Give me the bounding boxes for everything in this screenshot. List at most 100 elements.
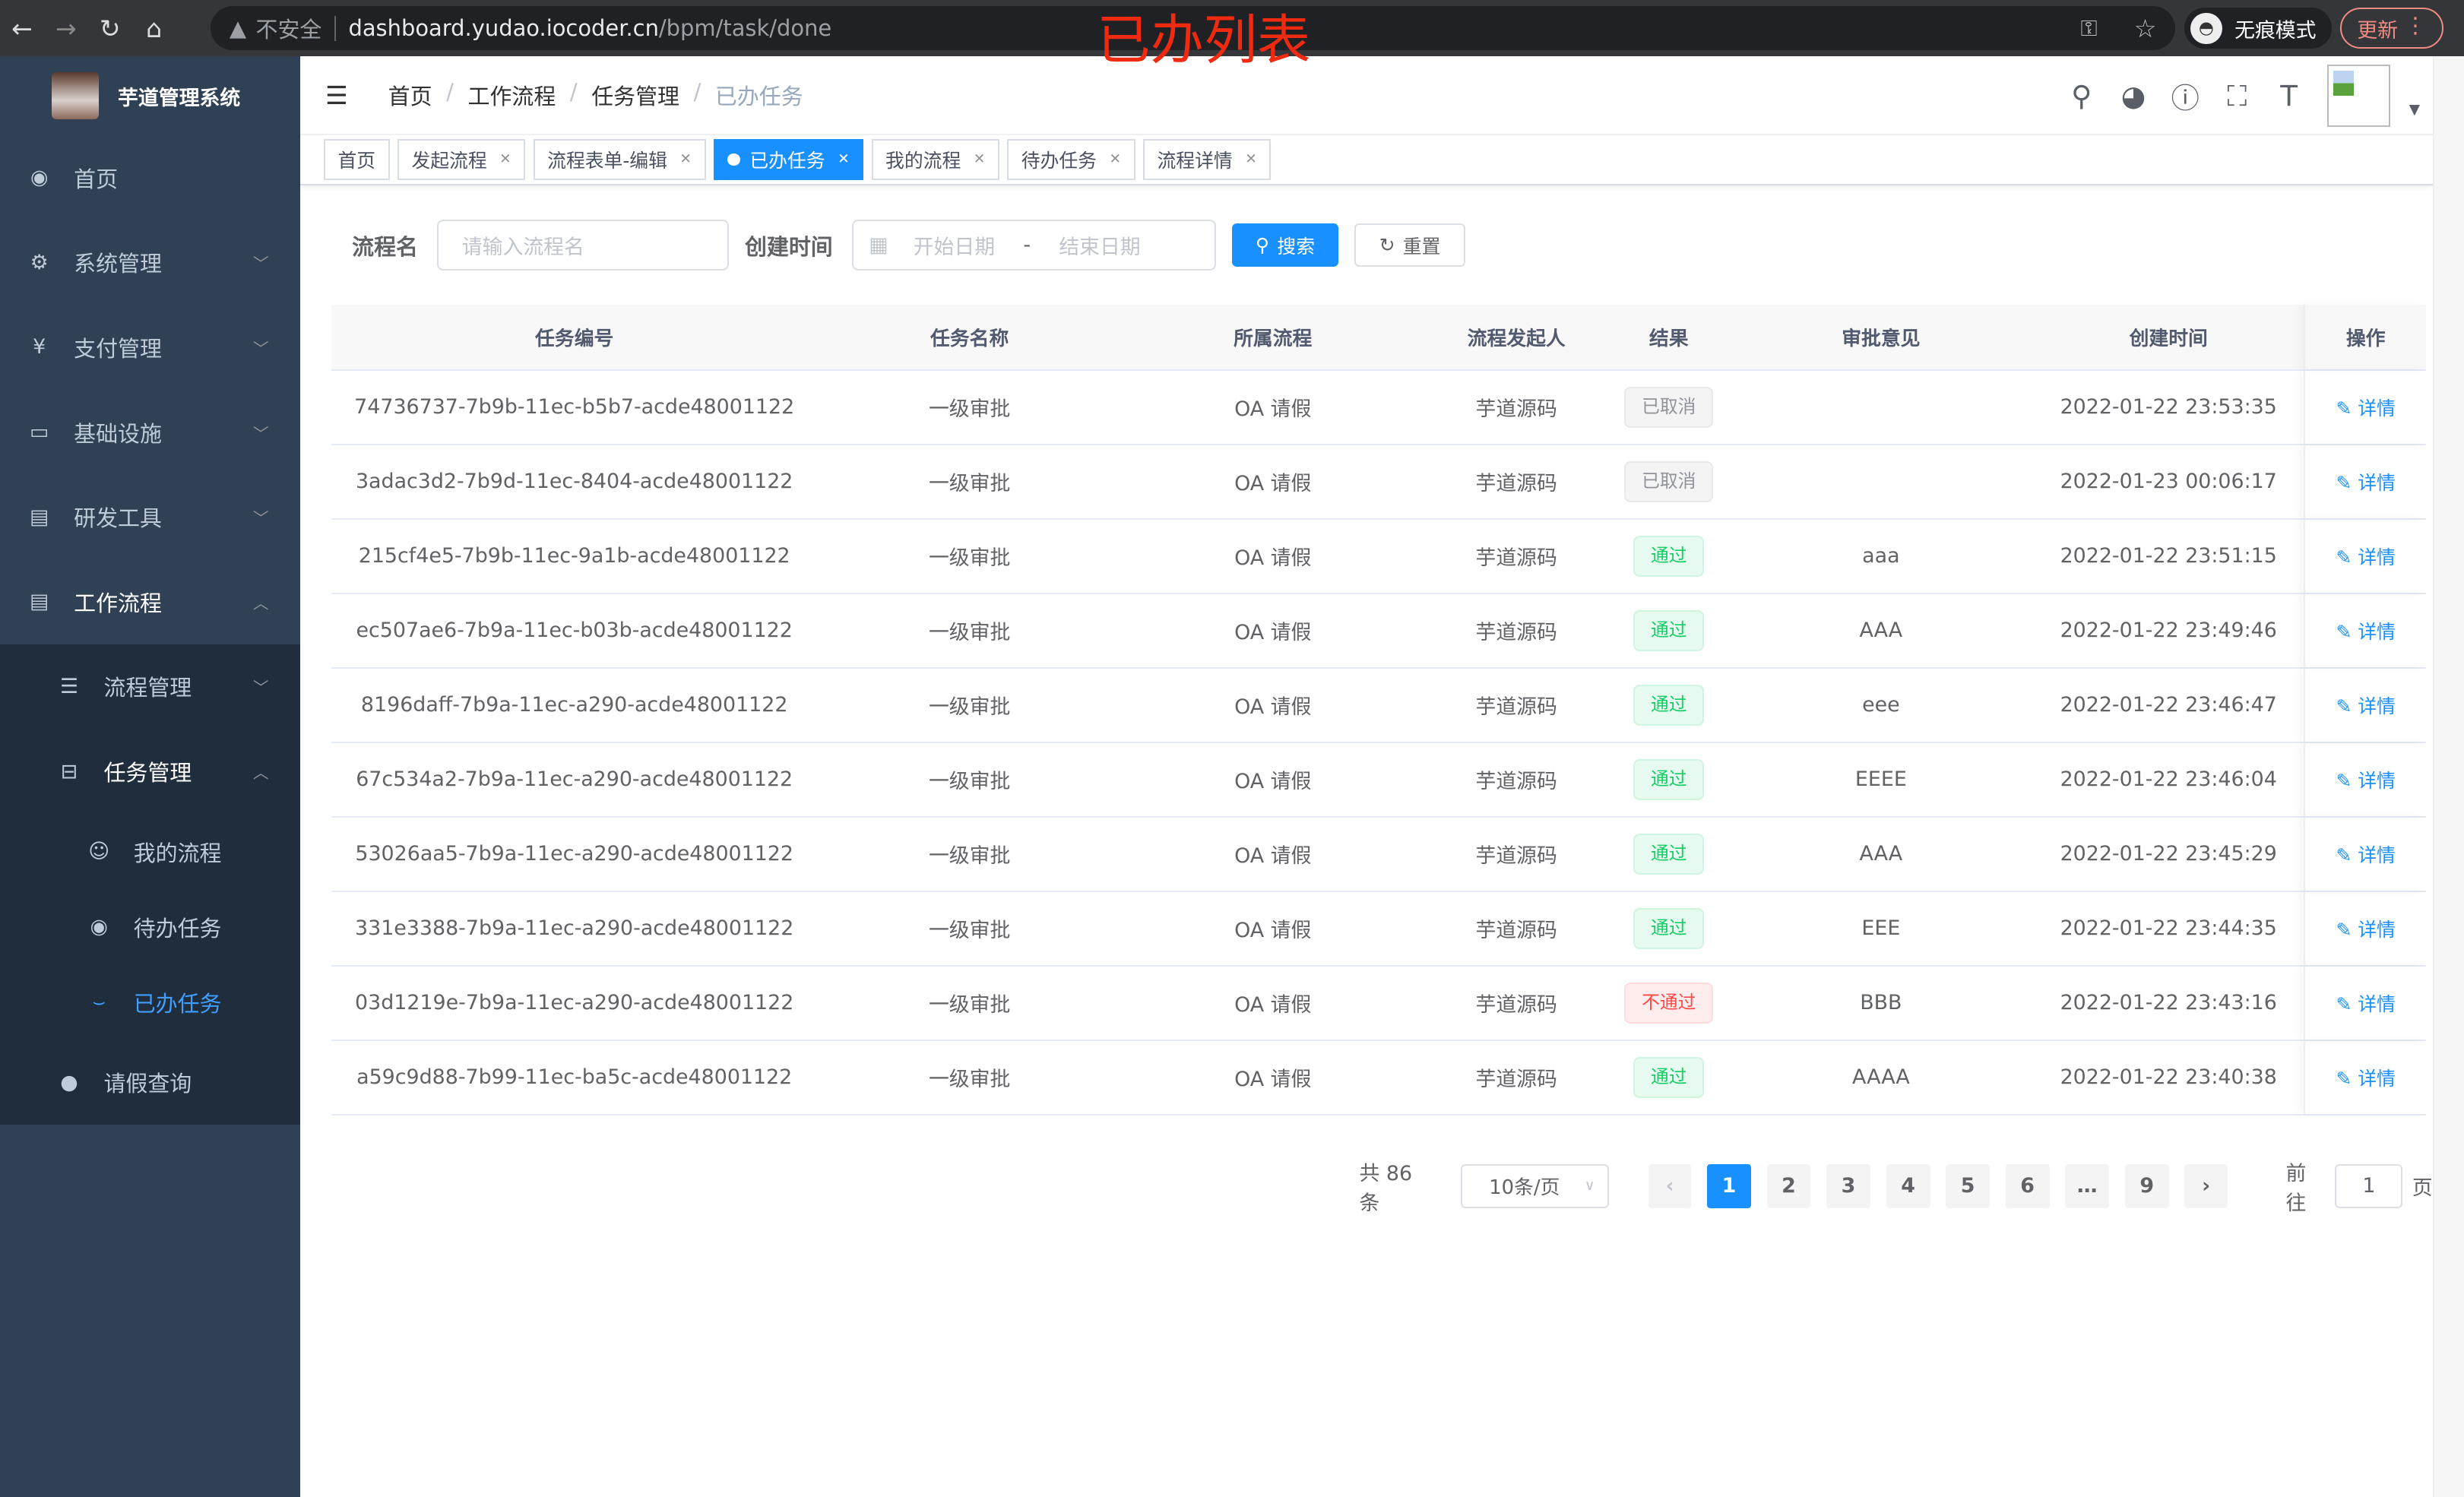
detail-link[interactable]: ✎ 详情 (2336, 617, 2396, 644)
tag-my-process[interactable]: 我的流程 ✕ (871, 139, 999, 180)
comment-cell: aaa (1862, 544, 1900, 568)
result-cell: 通过 (1609, 1057, 1728, 1098)
detail-link[interactable]: ✎ 详情 (2336, 394, 2396, 421)
tag-label: 发起流程 (411, 149, 487, 172)
close-icon[interactable]: ✕ (1109, 151, 1122, 168)
reset-button[interactable]: ↻ 重置 (1354, 223, 1466, 267)
tag-todo[interactable]: 待办任务 ✕ (1007, 139, 1135, 180)
tag-home[interactable]: 首页 (323, 139, 390, 180)
home-icon[interactable]: ⌂ (146, 13, 163, 43)
close-icon[interactable]: ✕ (838, 151, 850, 168)
page-button[interactable]: 4 (1886, 1163, 1930, 1208)
create-time-cell: 2022-01-22 23:44:35 (2060, 916, 2277, 941)
process-name-input[interactable]: 请输入流程名 (436, 220, 730, 271)
page-button[interactable]: 6 (2005, 1163, 2050, 1208)
create-time-cell: 2022-01-22 23:51:15 (2060, 544, 2277, 568)
key-icon[interactable]: ⚿ (2080, 14, 2098, 41)
breadcrumb-item[interactable]: 首页 (388, 84, 432, 110)
sidebar-item-system[interactable]: ⚙ 系统管理 ﹀ (0, 220, 300, 305)
scrollbar-track[interactable] (2432, 56, 2464, 1497)
address-bar[interactable]: ▲ 不安全 dashboard.yudao.iocoder.cn/bpm/tas… (211, 6, 2175, 51)
github-icon[interactable]: ◕ (2120, 79, 2146, 113)
end-date[interactable]: 结束日期 (1059, 236, 1141, 260)
sidebar-item-tool[interactable]: ▤ 研发工具 ﹀ (0, 474, 300, 559)
header-cell: 流程发起人 (1467, 328, 1566, 350)
tag-start-process[interactable]: 发起流程 ✕ (397, 139, 526, 180)
incognito-badge[interactable]: ◓ 无痕模式 (2184, 8, 2333, 49)
task-name-cell: 一级审批 (928, 695, 1011, 720)
comment-cell: AAA (1859, 842, 1903, 866)
page-button[interactable]: … (2065, 1163, 2110, 1208)
search-button[interactable]: ⚲ 搜索 (1231, 223, 1338, 267)
detail-link[interactable]: ✎ 详情 (2336, 1064, 2396, 1091)
detail-link[interactable]: ✎ 详情 (2336, 840, 2396, 868)
task-table: 任务编号 任务名称 所属流程 流程发起人 结果 审批意见 创建时间 操作 747… (331, 305, 2427, 1116)
process-name-cell: OA 请假 (1234, 546, 1312, 571)
detail-link[interactable]: ✎ 详情 (2336, 692, 2396, 719)
tag-done[interactable]: 已办任务 ✕ (713, 139, 864, 180)
caret-down-icon[interactable]: ▼ (2409, 102, 2421, 119)
start-date[interactable]: 开始日期 (913, 236, 996, 260)
sidebar-item-infra[interactable]: ▭ 基础设施 ﹀ (0, 390, 300, 475)
header-cell: 操作 (2304, 305, 2426, 369)
action-cell: ✎ 详情 (2304, 966, 2426, 1040)
table-row: 67c534a2-7b9a-11ec-a290-acde48001122 一级审批… (331, 742, 2427, 818)
result-cell: 通过 (1609, 759, 1728, 800)
sidebar-item-pay[interactable]: ¥ 支付管理 ﹀ (0, 305, 300, 390)
warning-icon: ▲ (229, 15, 247, 42)
page-button[interactable]: 3 (1826, 1163, 1870, 1208)
page-button[interactable]: 2 (1766, 1163, 1811, 1208)
page-button[interactable]: 5 (1946, 1163, 1991, 1208)
detail-link[interactable]: ✎ 详情 (2336, 989, 2396, 1017)
process-name-cell: OA 请假 (1234, 919, 1312, 943)
process-name-cell: OA 请假 (1234, 472, 1312, 496)
process-name-cell: OA 请假 (1234, 695, 1312, 720)
font-size-icon[interactable]: T (2280, 79, 2298, 113)
prev-page-button[interactable]: ‹ (1648, 1163, 1692, 1208)
sidebar-item-todo[interactable]: ◉ 待办任务 (0, 889, 300, 964)
result-badge: 通过 (1633, 685, 1705, 726)
close-icon[interactable]: ✕ (973, 151, 986, 168)
next-page-button[interactable]: › (2184, 1163, 2228, 1208)
back-icon[interactable]: ← (11, 13, 33, 43)
sidebar-item-done[interactable]: ⌣ 已办任务 (0, 964, 300, 1040)
close-icon[interactable]: ✕ (499, 151, 511, 168)
sidebar-item-workflow[interactable]: ▤ 工作流程 ︿ (0, 559, 300, 644)
create-time-cell: 2022-01-22 23:49:46 (2060, 619, 2277, 643)
star-icon[interactable]: ☆ (2133, 13, 2157, 43)
close-icon[interactable]: ✕ (1245, 151, 1257, 168)
breadcrumb-item[interactable]: 任务管理 (591, 84, 679, 110)
date-range-picker[interactable]: ▦ 开始日期 - 结束日期 (851, 220, 1217, 271)
page-button[interactable]: 1 (1706, 1163, 1751, 1208)
sidebar-item-flow-manage[interactable]: ☰ 流程管理 ﹀ (0, 644, 300, 730)
tag-form-edit[interactable]: 流程表单-编辑 ✕ (533, 139, 706, 180)
breadcrumb-item[interactable]: 工作流程 (467, 84, 556, 110)
logo[interactable]: 芋道管理系统 (0, 56, 300, 135)
search-icon[interactable]: ⚲ (2071, 79, 2092, 113)
goto-page-input[interactable]: 1 (2335, 1163, 2403, 1208)
forward-icon[interactable]: → (55, 13, 77, 43)
tag-process-detail[interactable]: 流程详情 ✕ (1142, 139, 1272, 180)
yen-icon: ¥ (33, 335, 46, 359)
hamburger-icon[interactable]: ☰ (325, 80, 348, 110)
fullscreen-icon[interactable]: ⛶ (2227, 78, 2247, 112)
avatar[interactable] (2327, 64, 2390, 128)
sidebar-item-home[interactable]: ◉ 首页 (0, 135, 300, 220)
page-button[interactable]: 9 (2124, 1163, 2169, 1208)
update-button[interactable]: 更新 ⋮ (2339, 8, 2444, 49)
sidebar-item-leave[interactable]: ● 请假查询 (0, 1040, 300, 1125)
chevron-down-icon: ﹀ (252, 424, 269, 443)
detail-link[interactable]: ✎ 详情 (2336, 915, 2396, 942)
detail-link[interactable]: ✎ 详情 (2336, 543, 2396, 570)
page-size-select[interactable]: 10条/页 ∨ (1461, 1163, 1610, 1208)
label: 支付管理 (74, 335, 162, 362)
close-icon[interactable]: ✕ (679, 151, 692, 168)
sidebar-item-task-manage[interactable]: ⊟ 任务管理 ︿ (0, 729, 300, 814)
detail-link[interactable]: ✎ 详情 (2336, 766, 2396, 793)
sidebar-item-my-process[interactable]: ☺ 我的流程 (0, 814, 300, 889)
detail-link[interactable]: ✎ 详情 (2336, 468, 2396, 495)
reload-icon[interactable]: ↻ (99, 13, 121, 43)
help-icon[interactable]: ⓘ (2171, 81, 2200, 116)
result-cell: 通过 (1609, 908, 1728, 949)
sidebar: 芋道管理系统 ◉ 首页 ⚙ 系统管理 ﹀ ¥ 支付管理 ﹀ ▭ 基础设施 ﹀ ▤ 研发工具 ﹀ ▤… (0, 56, 300, 1497)
